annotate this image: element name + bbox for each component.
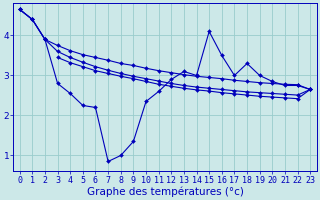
X-axis label: Graphe des températures (°c): Graphe des températures (°c) bbox=[86, 186, 244, 197]
